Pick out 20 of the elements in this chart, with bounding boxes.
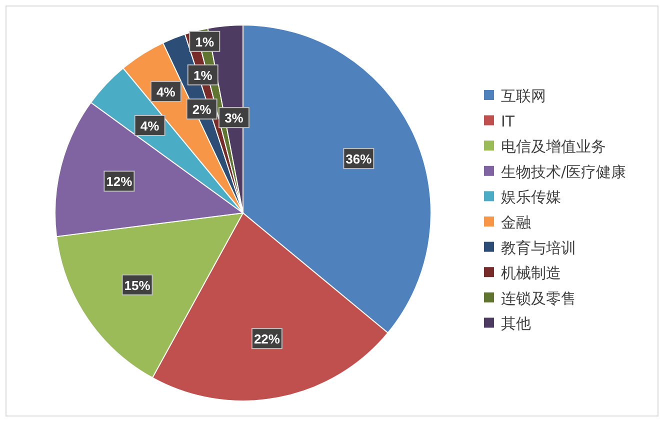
legend-label: 互联网 [501,87,546,105]
legend-label: 连锁及零售 [501,289,576,308]
data-label: 4% [140,118,160,134]
data-label: 15% [124,278,151,293]
data-label: 1% [193,68,213,83]
data-label: 1% [195,34,214,50]
legend-label: 其他 [501,314,531,333]
data-label: 12% [106,174,133,190]
legend-label: 电信及增值业务 [501,138,606,156]
data-label: 3% [224,110,244,126]
legend-label: 教育与培训 [501,238,576,257]
data-label: 36% [346,152,372,167]
data-label: 22% [254,332,280,347]
legend-label: 娱乐传媒 [501,188,561,206]
legend-label: IT [501,112,516,130]
data-label: 2% [192,102,212,118]
legend-label: 机械制造 [501,264,561,282]
legend-label: 金融 [501,214,531,232]
legend-label: 生物技术/医疗健康 [501,162,626,181]
data-label: 4% [156,84,176,100]
